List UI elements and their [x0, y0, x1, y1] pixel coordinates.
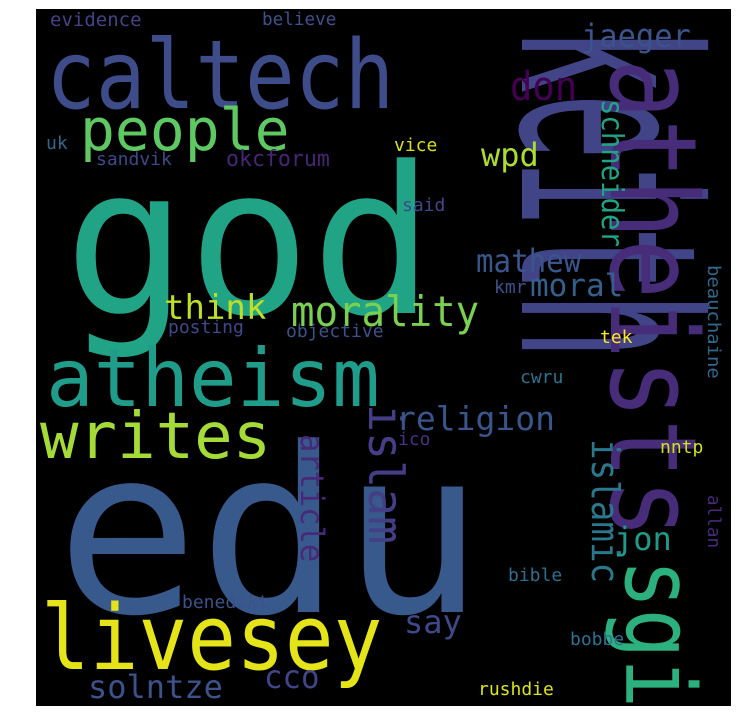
- word-islamic: islamic: [583, 439, 627, 584]
- word-article: article: [293, 434, 331, 563]
- word-morality: morality: [291, 287, 480, 336]
- word-tek: tek: [600, 327, 633, 348]
- word-caltech: caltech: [46, 21, 395, 131]
- word-cco: cco: [264, 658, 320, 696]
- word-mathew: mathew: [476, 242, 582, 280]
- word-evidence: evidence: [50, 9, 142, 31]
- word-jaeger: jaeger: [581, 17, 691, 55]
- word-said: said: [402, 195, 446, 216]
- word-kmr: kmr: [494, 277, 527, 298]
- word-atheism: atheism: [46, 332, 380, 425]
- word-schneider: schneider: [594, 99, 629, 247]
- word-objective: objective: [286, 321, 384, 342]
- word-wpd: wpd: [481, 136, 539, 174]
- word-jon: jon: [614, 520, 672, 558]
- word-posting: posting: [168, 317, 244, 338]
- word-benedikt: benedikt: [182, 592, 269, 613]
- word-uk: uk: [46, 133, 68, 154]
- word-okcforum: okcforum: [226, 147, 330, 172]
- word-bobbe: bobbe: [570, 629, 625, 650]
- word-solntze: solntze: [88, 668, 223, 706]
- word-edu: edu: [56, 400, 484, 667]
- word-vice: vice: [394, 135, 438, 156]
- word-don: don: [510, 64, 578, 110]
- word-moral: moral: [530, 268, 624, 304]
- word-cwru: cwru: [520, 367, 564, 388]
- word-allan: allan: [703, 495, 724, 549]
- word-ico: ico: [398, 429, 431, 450]
- word-think: think: [164, 288, 267, 328]
- word-religion: religion: [396, 399, 555, 438]
- word-cloud: keith god edu caltech sgi atheists athei…: [36, 9, 731, 706]
- word-nntp: nntp: [660, 437, 704, 458]
- word-bible: bible: [508, 565, 563, 586]
- word-beauchaine: beauchaine: [703, 265, 724, 379]
- word-people: people: [80, 96, 290, 164]
- word-sandvik: sandvik: [96, 149, 172, 170]
- word-god: god: [64, 124, 435, 362]
- word-livesey: livesey: [41, 586, 383, 691]
- word-say: say: [404, 603, 462, 641]
- word-writes: writes: [40, 400, 272, 474]
- word-rushdie: rushdie: [478, 679, 554, 700]
- word-believe: believe: [262, 9, 337, 30]
